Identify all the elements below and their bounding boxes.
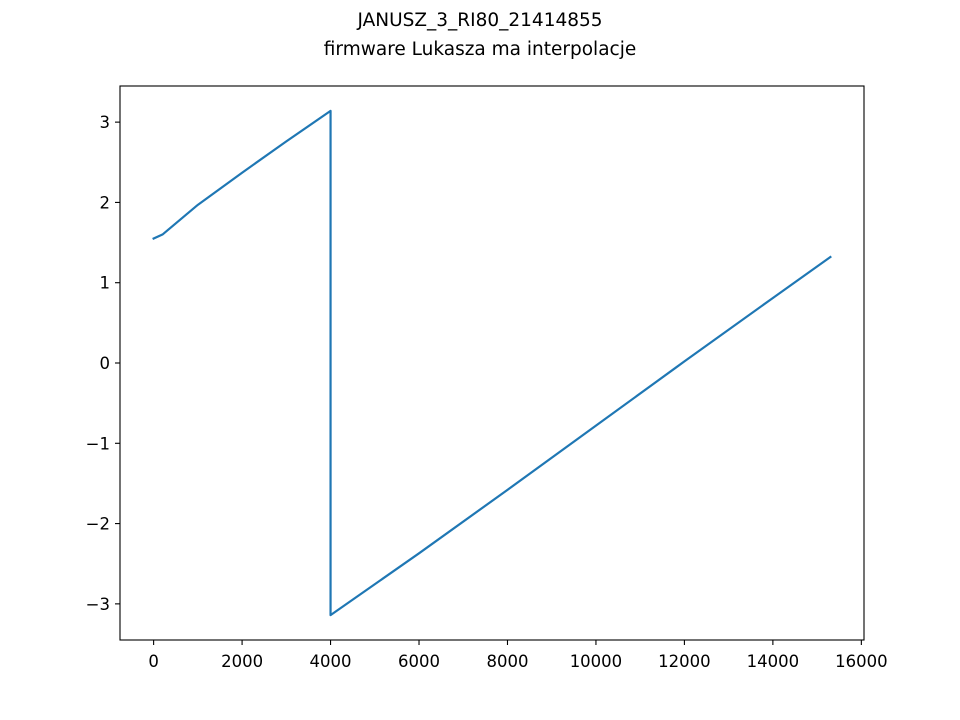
plot-frame xyxy=(119,85,865,641)
y-tick-label: −3 xyxy=(86,595,110,614)
x-tick-label: 4000 xyxy=(310,652,352,671)
x-tick-label: 6000 xyxy=(398,652,440,671)
chart-title: JANUSZ_3_RI80_21414855 xyxy=(357,10,603,31)
series-line-0 xyxy=(152,109,832,617)
x-tick-label: 16000 xyxy=(835,652,888,671)
y-tick-label: 0 xyxy=(100,354,111,373)
x-tick-label: 0 xyxy=(148,652,159,671)
x-tick-label: 10000 xyxy=(570,652,623,671)
x-tick-label: 12000 xyxy=(658,652,711,671)
y-tick-label: −1 xyxy=(86,434,110,453)
y-tick-label: 3 xyxy=(100,113,111,132)
x-tick-label: 8000 xyxy=(486,652,528,671)
y-tick-label: −2 xyxy=(86,515,110,534)
y-tick-label: 2 xyxy=(100,193,111,212)
x-tick-label: 2000 xyxy=(221,652,263,671)
chart-subtitle: firmware Lukasza ma interpolacje xyxy=(323,39,637,60)
x-tick-label: 14000 xyxy=(747,652,800,671)
y-tick-label: 1 xyxy=(100,274,111,293)
